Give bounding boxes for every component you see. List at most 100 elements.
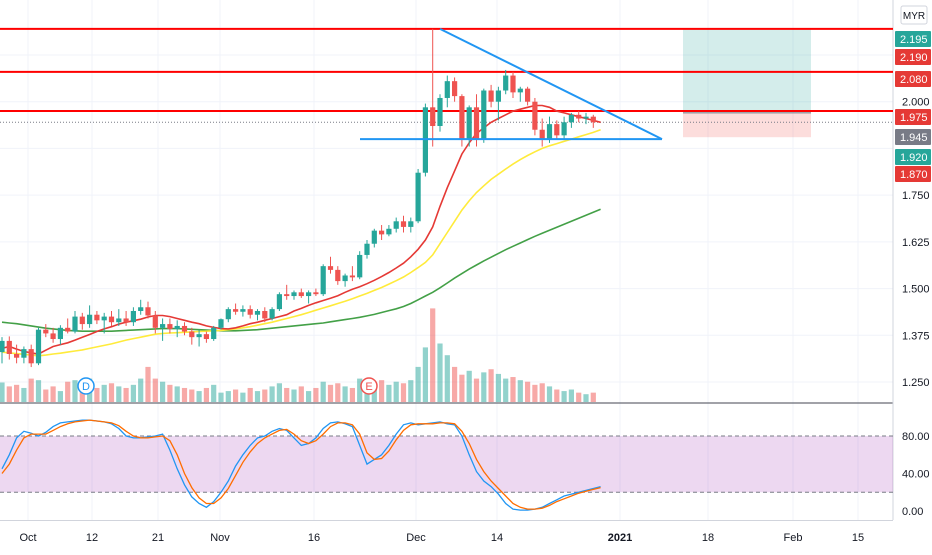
- volume-bar: [181, 387, 188, 402]
- price-badge: [895, 31, 931, 47]
- candlesticks: [0, 28, 596, 368]
- moving-averages: [1, 104, 601, 357]
- volume-bar: [291, 389, 297, 402]
- loss-zone: [683, 112, 811, 138]
- volume-bar: [298, 386, 304, 402]
- stoch-band: [0, 436, 893, 493]
- volume-bar: [481, 372, 487, 402]
- candle-body: [116, 318, 122, 323]
- volume-bars: [0, 308, 596, 402]
- currency-label: MYR: [900, 5, 928, 25]
- volume-bar: [21, 387, 27, 402]
- candle-body: [466, 107, 472, 140]
- candle-body: [233, 309, 239, 312]
- volume-bar: [444, 355, 450, 402]
- candle-body: [6, 340, 12, 354]
- volume-bar: [357, 378, 363, 402]
- price-badge: [895, 109, 931, 125]
- price-badges: 2.195 2.190 2.080 1.975 1.945 1.920 1.870: [895, 31, 931, 182]
- stoch-tick-label: 40.00: [902, 469, 930, 481]
- price-badge-label: 1.920: [900, 152, 928, 164]
- volume-bar: [583, 394, 589, 402]
- volume-bar: [430, 308, 436, 402]
- event-marker-label: E: [365, 381, 372, 393]
- horizontal-levels[interactable]: [0, 27, 893, 123]
- triangle-upper-trendline: [439, 27, 663, 140]
- candle-body: [452, 81, 458, 97]
- time-tick-label: 18: [702, 532, 714, 544]
- candle-body: [379, 230, 385, 235]
- candle-body: [400, 221, 407, 227]
- volume-bar: [342, 386, 348, 402]
- candle-body: [108, 316, 115, 323]
- time-axis[interactable]: Oct 12 21 Nov 16 Dec 14 2021 18 Feb 15: [19, 532, 864, 544]
- stoch-tick-label: 80.00: [902, 431, 930, 443]
- candle-body: [576, 114, 582, 119]
- volume-bar: [327, 384, 334, 402]
- volume-bar: [254, 391, 261, 402]
- volume-bar: [379, 380, 385, 402]
- stoch-tick-label: 0.00: [902, 506, 923, 518]
- candle-body: [488, 90, 494, 102]
- time-tick-label: 12: [86, 532, 98, 544]
- candle-body: [444, 81, 450, 98]
- volume-bar: [335, 383, 341, 402]
- price-tick-label: 1.500: [902, 284, 930, 296]
- volume-bar: [590, 392, 596, 402]
- time-tick-label: 21: [152, 532, 164, 544]
- candle-body: [43, 329, 49, 334]
- price-tick-label: 1.750: [902, 190, 930, 202]
- candle-body: [349, 275, 355, 278]
- grid-lines: [0, 0, 894, 521]
- candle-body: [262, 310, 268, 319]
- candle-body: [50, 333, 56, 340]
- candle-body: [386, 228, 392, 235]
- volume-bar: [525, 381, 531, 402]
- volume-bar: [276, 383, 282, 402]
- candle-body: [130, 310, 136, 323]
- volume-bar: [393, 381, 399, 402]
- candle-body: [313, 292, 319, 295]
- volume-bar: [510, 377, 516, 402]
- triangle-drawing[interactable]: [360, 27, 663, 141]
- candle-body: [335, 269, 341, 282]
- stochastic-pane: [0, 419, 893, 511]
- volume-bar: [546, 386, 553, 402]
- candle-body: [371, 230, 377, 244]
- price-axis[interactable]: 1.2501.3751.5001.6251.7502.0002.12580.00…: [902, 50, 930, 518]
- price-badge: [895, 129, 931, 145]
- volume-bar: [473, 378, 480, 402]
- candle-body: [561, 122, 567, 136]
- candle-body: [160, 324, 166, 328]
- candle-body: [21, 349, 27, 358]
- long-position-box[interactable]: [683, 28, 811, 138]
- candle-body: [35, 329, 42, 364]
- candle-body: [87, 314, 93, 325]
- volume-bar: [466, 370, 472, 402]
- volume-bar: [240, 392, 246, 402]
- candle-body: [539, 129, 545, 140]
- volume-bar: [320, 381, 326, 402]
- candle-body: [145, 307, 151, 316]
- volume-bar: [503, 378, 509, 402]
- volume-bar: [50, 386, 56, 402]
- price-badge-label: 1.870: [900, 169, 928, 181]
- time-tick-label: Nov: [210, 532, 230, 544]
- time-tick-label: Oct: [19, 532, 36, 544]
- volume-bar: [247, 387, 253, 402]
- volume-bar: [189, 389, 195, 402]
- event-marker-label: D: [82, 381, 90, 393]
- volume-bar: [35, 380, 42, 402]
- candle-body: [415, 172, 421, 222]
- candle-body: [269, 309, 275, 319]
- volume-bar: [349, 387, 355, 402]
- candle-body: [495, 90, 501, 102]
- candle-body: [138, 307, 144, 311]
- candle-body: [481, 90, 487, 140]
- candle-body: [196, 334, 202, 338]
- candle-body: [79, 316, 85, 325]
- candle-body: [14, 353, 20, 358]
- candle-body: [240, 309, 246, 312]
